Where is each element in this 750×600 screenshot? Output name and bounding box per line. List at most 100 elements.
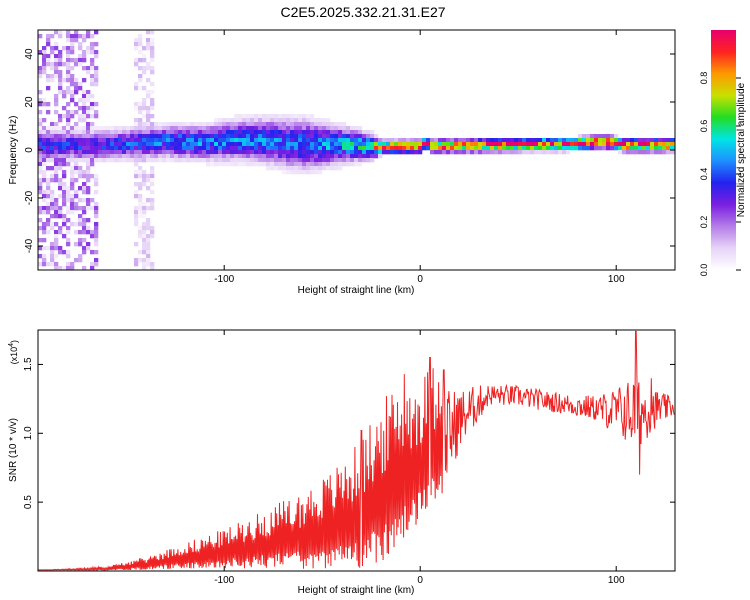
- spectrogram-cell: [194, 138, 199, 143]
- spectrogram-cell: [270, 150, 275, 155]
- spectrogram-cell: [82, 190, 87, 195]
- spectrogram-cell: [398, 150, 403, 155]
- spectrogram-cell: [206, 150, 211, 155]
- spectrogram-cell: [258, 138, 263, 143]
- spectrogram-cell: [42, 98, 47, 103]
- spectrogram-cell: [138, 142, 143, 147]
- spectrogram-cell: [130, 158, 135, 163]
- spectrogram-cell: [38, 170, 43, 175]
- spectrogram-cell: [82, 182, 87, 187]
- spectrogram-cell: [266, 146, 271, 151]
- spectrogram-cell: [334, 166, 339, 171]
- spectrogram-cell: [562, 138, 567, 143]
- spectrogram-cell: [278, 158, 283, 163]
- spectrogram-cell: [506, 150, 511, 155]
- spectrogram-cell: [74, 130, 79, 135]
- spectrogram-cell: [562, 146, 567, 151]
- spectrogram-cell: [50, 262, 55, 267]
- spectrogram-cell: [66, 198, 71, 203]
- spectrogram-cell: [190, 146, 195, 151]
- spectrogram-cell: [582, 142, 587, 147]
- spectrogram-cell: [102, 158, 107, 163]
- spectrogram-cell: [50, 46, 55, 51]
- spectrogram-cell: [358, 150, 363, 155]
- spectrogram-cell: [266, 134, 271, 139]
- spectrogram-cell: [366, 138, 371, 143]
- spectrogram-cell: [74, 78, 79, 83]
- spectrogram-cell: [254, 142, 259, 147]
- spectrogram-cell: [110, 142, 115, 147]
- spectrogram-cell: [54, 58, 59, 63]
- spectrogram-cell: [90, 46, 95, 51]
- spectrogram-cell: [66, 226, 71, 231]
- spectrogram-cell: [150, 166, 155, 171]
- spectrogram-cell: [78, 242, 83, 247]
- spectrogram-cell: [58, 78, 63, 83]
- spectrogram-cell: [270, 118, 275, 123]
- spectrogram-cell: [94, 82, 99, 87]
- spectrogram-cell: [522, 146, 527, 151]
- spectrogram-cell: [246, 134, 251, 139]
- spectrogram-cell: [294, 130, 299, 135]
- spectrogram-cell: [70, 78, 75, 83]
- spectrogram-cell: [214, 150, 219, 155]
- spectrogram-cell: [46, 102, 51, 107]
- spectrogram-cell: [514, 146, 519, 151]
- spectrogram-cell: [78, 62, 83, 67]
- spectrogram-cell: [162, 142, 167, 147]
- spectrogram-cell: [146, 258, 151, 263]
- spectrogram-cell: [46, 38, 51, 43]
- spectrogram-cell: [58, 250, 63, 255]
- spectrogram-cell: [138, 66, 143, 71]
- spectrogram-cell: [178, 122, 183, 127]
- spectrogram-cell: [242, 122, 247, 127]
- spectrogram-cell: [254, 150, 259, 155]
- spectrogram-cell: [86, 154, 91, 159]
- spectrogram-cell: [142, 178, 147, 183]
- spectrogram-cell: [38, 166, 43, 171]
- spectrogram-cell: [190, 126, 195, 131]
- spectrogram-cell: [70, 202, 75, 207]
- spectrogram-cell: [614, 146, 619, 151]
- spectrogram-cell: [106, 158, 111, 163]
- figure-title: C2E5.2025.332.21.31.E27: [280, 4, 445, 20]
- spectrogram-cell: [38, 102, 43, 107]
- spectrogram-cell: [150, 50, 155, 55]
- spectrogram-cell: [334, 154, 339, 159]
- spectrogram-cell: [210, 138, 215, 143]
- spectrogram-cell: [58, 166, 63, 171]
- spectrogram-cell: [38, 98, 43, 103]
- spectrogram-cell: [58, 74, 63, 79]
- spectrogram-cell: [522, 138, 527, 143]
- spectrogram-cell: [550, 146, 555, 151]
- spectrogram-cell: [162, 126, 167, 131]
- spectrogram-cell: [550, 150, 555, 155]
- spectrogram-cell: [494, 146, 499, 151]
- spectrogram-cell: [338, 134, 343, 139]
- spectrogram-cell: [318, 142, 323, 147]
- spectrogram-cell: [558, 146, 563, 151]
- spectrogram-cell: [290, 158, 295, 163]
- spectrogram-cell: [54, 222, 59, 227]
- spectrogram-cell: [86, 170, 91, 175]
- spectrogram-cell: [182, 154, 187, 159]
- spectrogram-cell: [138, 86, 143, 91]
- spectrogram-cell: [586, 134, 591, 139]
- spectrogram-cell: [658, 150, 663, 155]
- spectrogram-cell: [38, 178, 43, 183]
- spectrogram-cell: [78, 142, 83, 147]
- spectrogram-cell: [78, 166, 83, 171]
- spectrogram-cell: [474, 146, 479, 151]
- spectrogram-cell: [506, 146, 511, 151]
- spectrogram-cell: [126, 154, 131, 159]
- spectrogram-cell: [274, 138, 279, 143]
- spectrogram-cell: [150, 226, 155, 231]
- spectrogram-cell: [558, 142, 563, 147]
- spectrogram-cell: [494, 142, 499, 147]
- spectrogram-cell: [42, 226, 47, 231]
- spectrogram-cell: [94, 54, 99, 59]
- spectrogram-cell: [414, 146, 419, 151]
- spectrogram-cell: [606, 142, 611, 147]
- spectrogram-cell: [90, 78, 95, 83]
- spectrogram-cell: [186, 146, 191, 151]
